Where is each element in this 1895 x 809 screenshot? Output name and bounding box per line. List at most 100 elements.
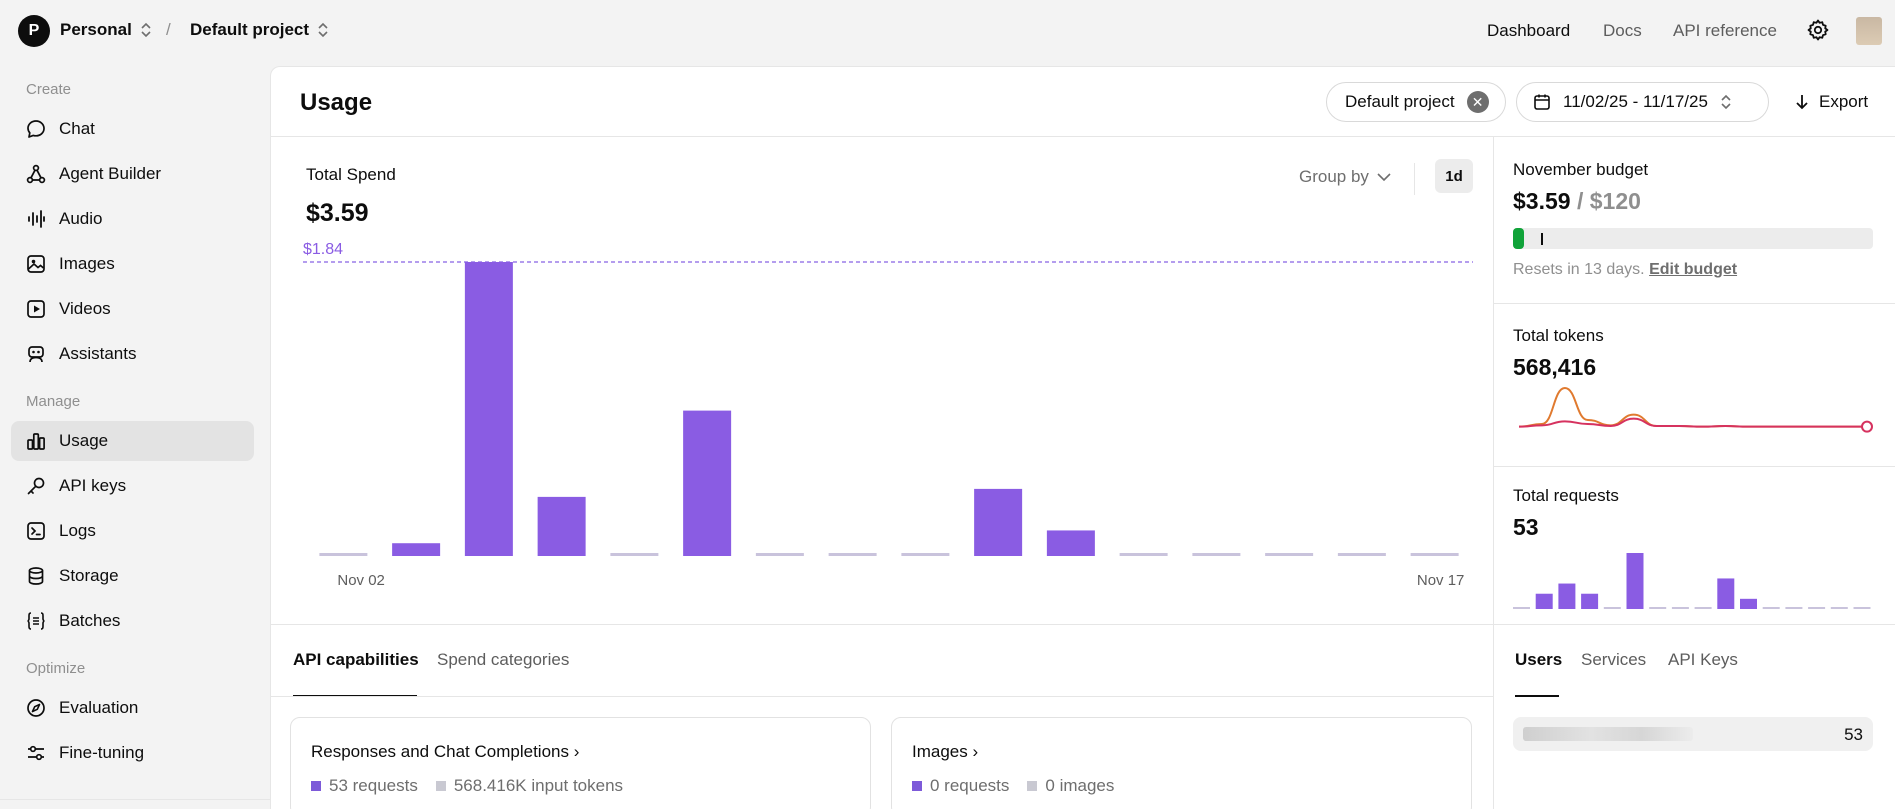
- sidebar-item-videos[interactable]: Videos: [11, 289, 254, 329]
- sidebar-item-api-keys[interactable]: API keys: [11, 466, 254, 506]
- user-row[interactable]: 53: [1513, 717, 1873, 751]
- right-divider: [1493, 466, 1895, 467]
- requests-bar: [1649, 607, 1667, 609]
- section-divider: [271, 624, 1895, 625]
- active-tab-indicator: [1515, 695, 1559, 697]
- capability-card-responses[interactable]: Responses and Chat Completions › 53 requ…: [290, 717, 871, 809]
- chart-bar: [1265, 553, 1314, 556]
- section-label-manage: Manage: [26, 393, 81, 410]
- org-avatar[interactable]: P: [18, 15, 50, 47]
- tab-api-keys[interactable]: API Keys: [1668, 650, 1738, 669]
- budget-progress-bar: [1513, 228, 1873, 249]
- chart-bar: [319, 553, 368, 556]
- video-play-icon: [25, 298, 47, 320]
- agent-graph-icon: [25, 163, 47, 185]
- sidebar-item-audio[interactable]: Audio: [11, 199, 254, 239]
- sidebar-item-usage[interactable]: Usage: [11, 421, 254, 461]
- user-avatar[interactable]: [1856, 17, 1882, 45]
- chevron-right-icon: ›: [573, 742, 580, 761]
- sidebar-item-fine-tuning[interactable]: Fine-tuning: [11, 733, 254, 773]
- user-request-count: 53: [1844, 725, 1863, 744]
- chart-bar: [901, 553, 950, 556]
- project-name: Default project: [190, 20, 310, 39]
- chevron-updown-icon: [317, 22, 329, 38]
- robot-icon: [25, 343, 47, 365]
- nav-api-reference[interactable]: API reference: [1673, 21, 1777, 40]
- chevron-updown-icon: [140, 22, 152, 38]
- tokens-sparkline: [1518, 386, 1873, 433]
- chart-bar: [1410, 553, 1459, 556]
- project-switcher[interactable]: Default project: [190, 20, 329, 40]
- header-divider: [271, 136, 1895, 137]
- tab-api-capabilities[interactable]: API capabilities: [293, 650, 419, 669]
- x-tick-label: Nov 02: [337, 572, 385, 589]
- tab-services[interactable]: Services: [1581, 650, 1647, 669]
- key-icon: [25, 475, 47, 497]
- toolbar-divider: [1414, 163, 1415, 195]
- chart-bar: [1337, 553, 1386, 556]
- sidebar-item-agent-builder[interactable]: Agent Builder: [11, 154, 254, 194]
- sidebar-item-batches[interactable]: Batches: [11, 601, 254, 641]
- requests-bar: [1581, 593, 1599, 609]
- requests-bar: [1762, 607, 1780, 609]
- chart-bar: [392, 543, 441, 556]
- edit-budget-link[interactable]: Edit budget: [1649, 261, 1738, 278]
- budget-value: $3.59 / $120: [1513, 188, 1641, 214]
- spend-bar-chart: $1.84 Nov 02 Nov 17: [303, 241, 1473, 589]
- sidebar-item-storage[interactable]: Storage: [11, 556, 254, 596]
- interval-button[interactable]: 1d: [1435, 159, 1473, 193]
- chat-bubble-icon: [25, 118, 47, 140]
- column-divider: [1493, 136, 1494, 809]
- total-tokens-value: 568,416: [1513, 354, 1597, 380]
- requests-mini-chart: [1513, 553, 1871, 609]
- requests-bar: [1603, 607, 1621, 609]
- total-requests-label: Total requests: [1513, 486, 1619, 505]
- requests-bar: [1671, 607, 1689, 609]
- sidebar-item-images[interactable]: Images: [11, 244, 254, 284]
- sidebar-item-evaluation[interactable]: Evaluation: [11, 688, 254, 728]
- org-name: Personal: [60, 20, 132, 39]
- date-range-picker[interactable]: 11/02/25 - 11/17/25: [1516, 82, 1769, 122]
- tab-spend-categories[interactable]: Spend categories: [437, 650, 570, 669]
- capability-card-images[interactable]: Images › 0 requests 0 images: [891, 717, 1472, 809]
- requests-bar: [1717, 578, 1735, 609]
- chevron-right-icon: ›: [972, 742, 979, 761]
- nav-dashboard[interactable]: Dashboard: [1487, 21, 1571, 40]
- database-icon: [25, 565, 47, 587]
- org-switcher[interactable]: Personal: [60, 20, 152, 40]
- requests-bar: [1853, 607, 1871, 609]
- export-button[interactable]: Export: [1795, 92, 1868, 112]
- chart-bar: [974, 488, 1023, 556]
- output-tokens-line: [1518, 417, 1863, 428]
- sidebar-item-assistants[interactable]: Assistants: [11, 334, 254, 374]
- sidebar-item-chat[interactable]: Chat: [11, 109, 254, 149]
- card-title: Images ›: [912, 742, 979, 761]
- date-range-value: 11/02/25 - 11/17/25: [1563, 92, 1708, 111]
- close-icon[interactable]: ✕: [1466, 91, 1489, 113]
- tokens-legend-swatch: [435, 781, 446, 791]
- chart-bar: [464, 262, 513, 556]
- sidebar-item-logs[interactable]: Logs: [11, 511, 254, 551]
- top-bar: P Personal / Default project Dashboard D…: [0, 0, 1895, 62]
- tab-users[interactable]: Users: [1515, 650, 1563, 669]
- card-stats: 0 requests 0 images: [912, 776, 1114, 796]
- sparkline-end-dot: [1861, 420, 1873, 433]
- braces-list-icon: [25, 610, 47, 632]
- breadcrumb-separator: /: [166, 20, 171, 39]
- chart-bar: [683, 410, 732, 556]
- budget-label: November budget: [1513, 160, 1649, 179]
- total-spend-label: Total Spend: [306, 165, 396, 184]
- arrow-down-icon: [1795, 94, 1809, 110]
- budget-marker: [1541, 233, 1543, 245]
- nav-docs[interactable]: Docs: [1603, 21, 1642, 40]
- sidebar-divider: [0, 799, 270, 800]
- bar-chart-icon: [25, 430, 47, 452]
- budget-progress-fill: [1513, 228, 1524, 249]
- chart-bar: [828, 553, 877, 556]
- requests-bar: [1694, 607, 1712, 609]
- requests-bar: [1808, 607, 1826, 609]
- gear-icon[interactable]: [1806, 18, 1830, 42]
- group-by-dropdown[interactable]: Group by: [1299, 167, 1391, 187]
- compass-icon: [25, 697, 47, 719]
- project-filter-pill[interactable]: Default project ✕: [1326, 82, 1506, 122]
